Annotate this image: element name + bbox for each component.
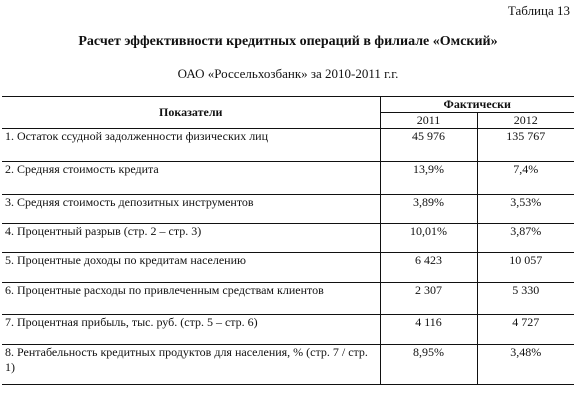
value-2011: 2 307 bbox=[379, 282, 477, 315]
value-2012: 3,48% bbox=[476, 344, 574, 385]
table-number: Таблица 13 bbox=[507, 3, 570, 18]
value-2012: 3,87% bbox=[476, 223, 574, 253]
table-row: 1. Остаток ссудной задолженности физичес… bbox=[2, 128, 574, 162]
value-2011: 13,9% bbox=[379, 161, 477, 195]
value-2011: 45 976 bbox=[379, 128, 477, 162]
value-2011: 6 423 bbox=[379, 252, 477, 283]
row-label: 5. Процентные доходы по кредитам населен… bbox=[2, 252, 380, 283]
row-label: 7. Процентная прибыль, тыс. руб. (стр. 5… bbox=[2, 314, 380, 345]
value-2011: 3,89% bbox=[379, 194, 477, 224]
table-row: 6. Процентные расходы по привлеченным ср… bbox=[2, 282, 574, 315]
header-year-2012: 2012 bbox=[476, 112, 574, 129]
table-row: 8. Рентабельность кредитных продуктов дл… bbox=[2, 344, 574, 385]
table-title: Расчет эффективности кредитных операций … bbox=[78, 34, 498, 49]
efficiency-table: Показатели Фактически 2011 2012 1. Остат… bbox=[2, 96, 574, 385]
value-2011: 4 116 bbox=[379, 314, 477, 345]
header-actual: Фактически bbox=[379, 96, 574, 113]
table-row: 4. Процентный разрыв (стр. 2 – стр. 3) 1… bbox=[2, 223, 574, 253]
value-2012: 7,4% bbox=[476, 161, 574, 195]
value-2012: 4 727 bbox=[476, 314, 574, 345]
header-indicators: Показатели bbox=[2, 96, 380, 129]
row-label: 4. Процентный разрыв (стр. 2 – стр. 3) bbox=[2, 223, 380, 253]
row-label: 3. Средняя стоимость депозитных инструме… bbox=[2, 194, 380, 224]
row-label: 8. Рентабельность кредитных продуктов дл… bbox=[2, 344, 380, 385]
table-subtitle: ОАО «Россельхозбанк» за 2010-2011 г.г. bbox=[177, 66, 399, 81]
table-row: 3. Средняя стоимость депозитных инструме… bbox=[2, 194, 574, 224]
value-2012: 10 057 bbox=[476, 252, 574, 283]
table-row: 7. Процентная прибыль, тыс. руб. (стр. 5… bbox=[2, 314, 574, 345]
value-2012: 5 330 bbox=[476, 282, 574, 315]
row-label: 2. Средняя стоимость кредита bbox=[2, 161, 380, 195]
row-label: 6. Процентные расходы по привлеченным ср… bbox=[2, 282, 380, 315]
value-2011: 10,01% bbox=[379, 223, 477, 253]
value-2012: 135 767 bbox=[476, 128, 574, 162]
row-label: 1. Остаток ссудной задолженности физичес… bbox=[2, 128, 380, 162]
table-row: 5. Процентные доходы по кредитам населен… bbox=[2, 252, 574, 283]
value-2012: 3,53% bbox=[476, 194, 574, 224]
table-row: 2. Средняя стоимость кредита 13,9% 7,4% bbox=[2, 161, 574, 195]
header-year-2011: 2011 bbox=[379, 112, 477, 129]
value-2011: 8,95% bbox=[379, 344, 477, 385]
